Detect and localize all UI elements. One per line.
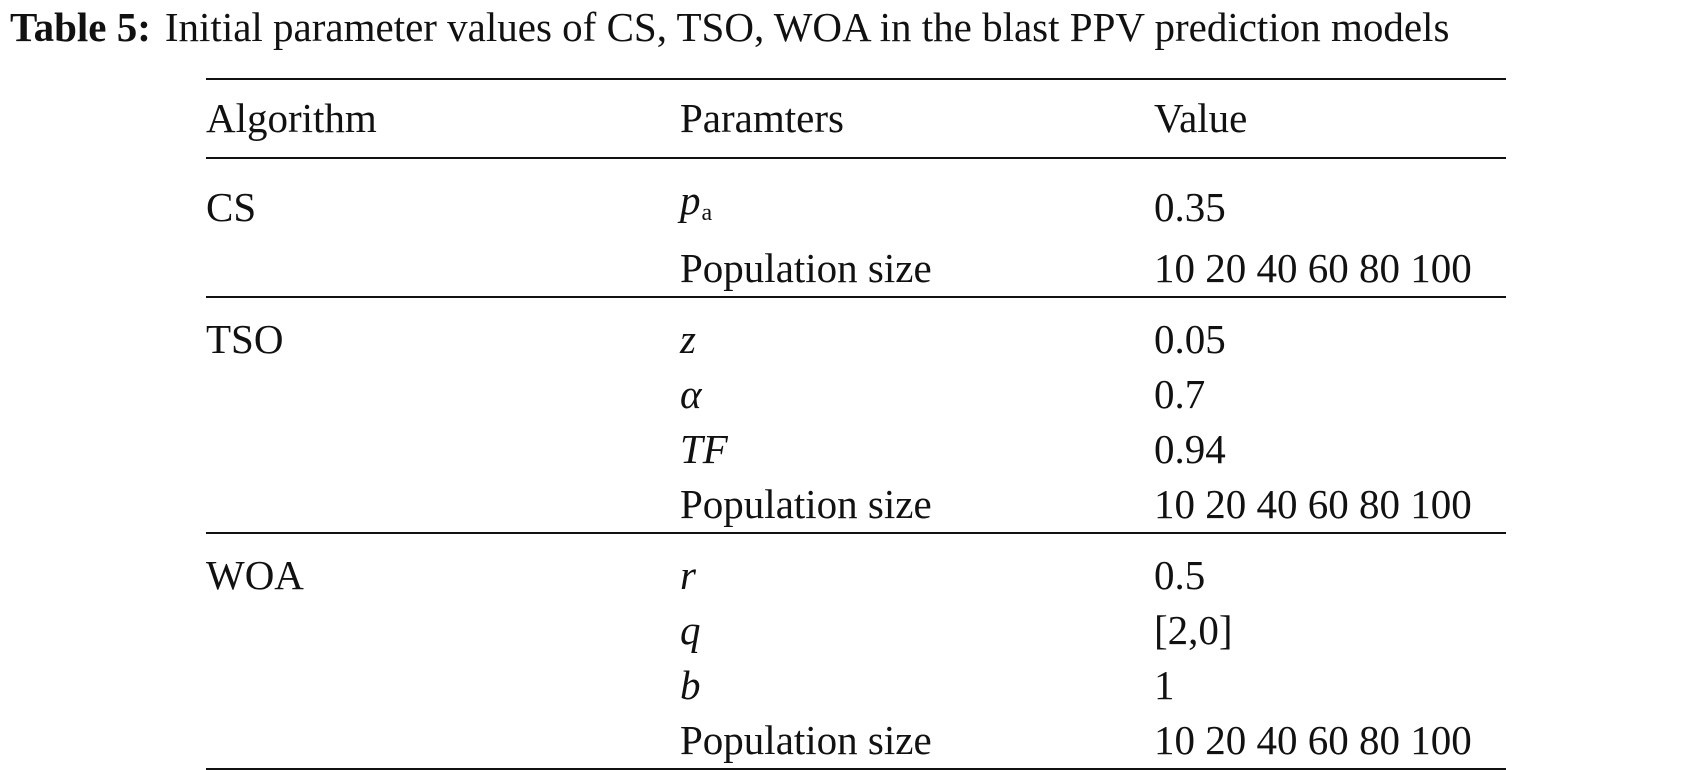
parameter-table: Algorithm Paramters Value CS pa 0.35 Pop… xyxy=(206,78,1506,770)
algorithm-cell: TSO xyxy=(206,316,284,362)
parameter-subscript: a xyxy=(701,200,713,226)
parameter-cell: q xyxy=(680,603,1154,658)
parameter-cell: b xyxy=(680,658,1154,713)
algorithm-cell: CS xyxy=(206,183,257,230)
algorithm-cell-empty xyxy=(206,422,680,477)
algorithm-cell-empty xyxy=(206,477,680,533)
table-row: b 1 xyxy=(206,658,1506,713)
parameter-symbol: p xyxy=(680,177,701,223)
parameter-cell: α xyxy=(680,367,1154,422)
parameter-cell: Population size xyxy=(680,245,932,291)
parameter-cell: z xyxy=(680,297,1154,367)
algorithm-cell: WOA xyxy=(206,552,304,598)
parameter-table-container: Algorithm Paramters Value CS pa 0.35 Pop… xyxy=(206,78,1506,770)
value-cell: 0.05 xyxy=(1154,316,1226,362)
table-row: α 0.7 xyxy=(206,367,1506,422)
value-cell: 10 20 40 60 80 100 xyxy=(1154,245,1472,291)
header-value: Value xyxy=(1154,94,1248,141)
algorithm-cell-empty xyxy=(206,713,680,769)
parameter-cell: Population size xyxy=(680,717,932,763)
table-row: WOA r 0.5 xyxy=(206,533,1506,603)
header-algorithm: Algorithm xyxy=(206,94,377,141)
parameter-symbol: q xyxy=(680,607,701,653)
parameter-cell: r xyxy=(680,533,1154,603)
parameter-symbol: b xyxy=(680,662,701,708)
value-cell: 0.7 xyxy=(1154,371,1206,417)
parameter-cell: TF xyxy=(680,422,1154,477)
value-cell: 0.5 xyxy=(1154,552,1206,598)
header-row: Algorithm Paramters Value xyxy=(206,79,1506,158)
algorithm-cell-empty xyxy=(206,367,680,422)
parameter-symbol: TF xyxy=(680,426,728,472)
table-row: CS pa 0.35 xyxy=(206,158,1506,241)
value-cell: 0.35 xyxy=(1154,183,1226,230)
caption-text: Initial parameter values of CS, TSO, WOA… xyxy=(164,4,1450,50)
parameter-cell: pa xyxy=(680,158,1154,241)
header-parameters: Paramters xyxy=(680,94,844,141)
value-cell: 0.94 xyxy=(1154,426,1226,472)
table-row: Population size 10 20 40 60 80 100 xyxy=(206,713,1506,769)
table-row: Population size 10 20 40 60 80 100 xyxy=(206,477,1506,533)
parameter-symbol: z xyxy=(680,316,696,362)
algorithm-cell-empty xyxy=(206,241,680,297)
table-caption: Table 5: Initial parameter values of CS, … xyxy=(10,2,1696,52)
parameter-symbol: α xyxy=(680,371,702,417)
algorithm-cell-empty xyxy=(206,603,680,658)
value-cell: [2,0] xyxy=(1154,607,1233,653)
parameter-symbol: r xyxy=(680,552,696,598)
table-row: q [2,0] xyxy=(206,603,1506,658)
value-cell: 10 20 40 60 80 100 xyxy=(1154,717,1472,763)
parameter-cell: Population size xyxy=(680,481,932,527)
algorithm-cell-empty xyxy=(206,658,680,713)
table-row: TF 0.94 xyxy=(206,422,1506,477)
value-cell: 10 20 40 60 80 100 xyxy=(1154,481,1472,527)
caption-label: Table 5: xyxy=(10,4,151,50)
table-row: Population size 10 20 40 60 80 100 xyxy=(206,241,1506,297)
table-row: TSO z 0.05 xyxy=(206,297,1506,367)
value-cell: 1 xyxy=(1154,662,1175,708)
